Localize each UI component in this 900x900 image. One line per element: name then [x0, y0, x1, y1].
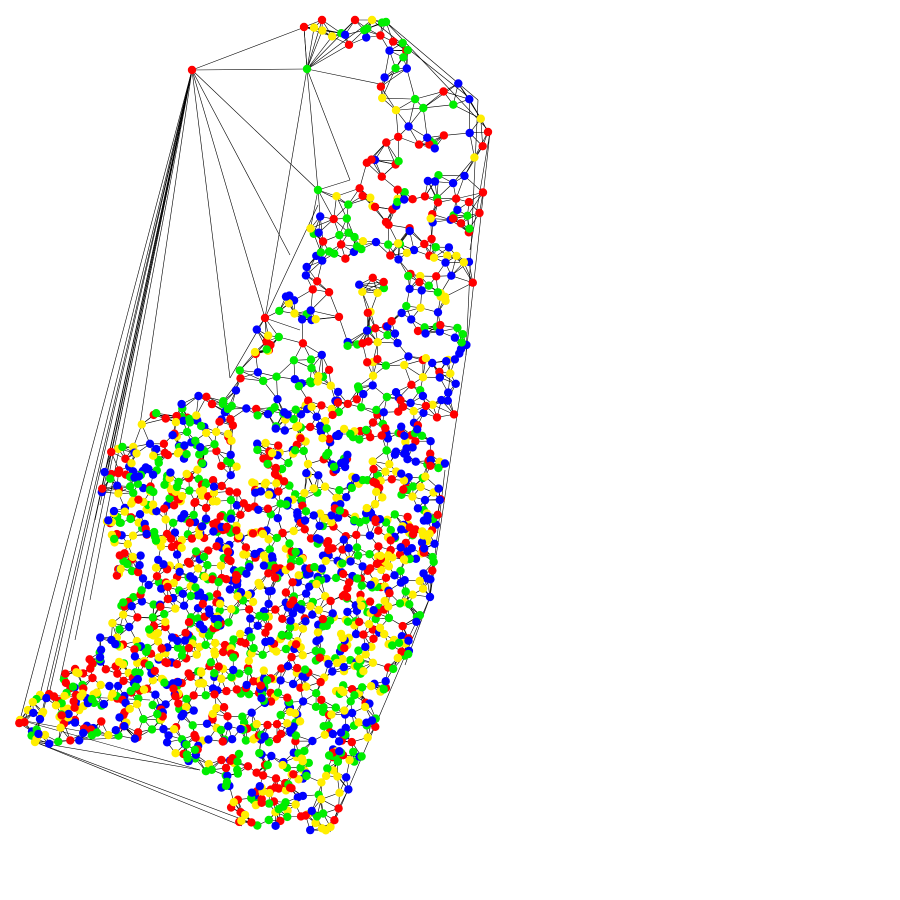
- graph-edge: [422, 107, 428, 138]
- graph-edge: [443, 91, 470, 100]
- graph-edge: [317, 189, 334, 220]
- graph-edge: [303, 26, 333, 37]
- graph-edge: [239, 370, 264, 382]
- graph-edge: [306, 27, 315, 70]
- graph-edge: [453, 104, 481, 119]
- graph-edge: [306, 44, 350, 70]
- graph-edge: [452, 157, 475, 184]
- graph-edge: [480, 118, 483, 147]
- graph-edge: [423, 83, 459, 109]
- graph-edge: [396, 107, 424, 111]
- graph-edge: [438, 174, 465, 177]
- graph-edge: [306, 30, 323, 70]
- graph-edge: [414, 91, 444, 100]
- graph-edge: [310, 189, 319, 229]
- graph-edge: [306, 36, 333, 70]
- graph-edge: [423, 91, 444, 109]
- graph-edge: [317, 189, 321, 217]
